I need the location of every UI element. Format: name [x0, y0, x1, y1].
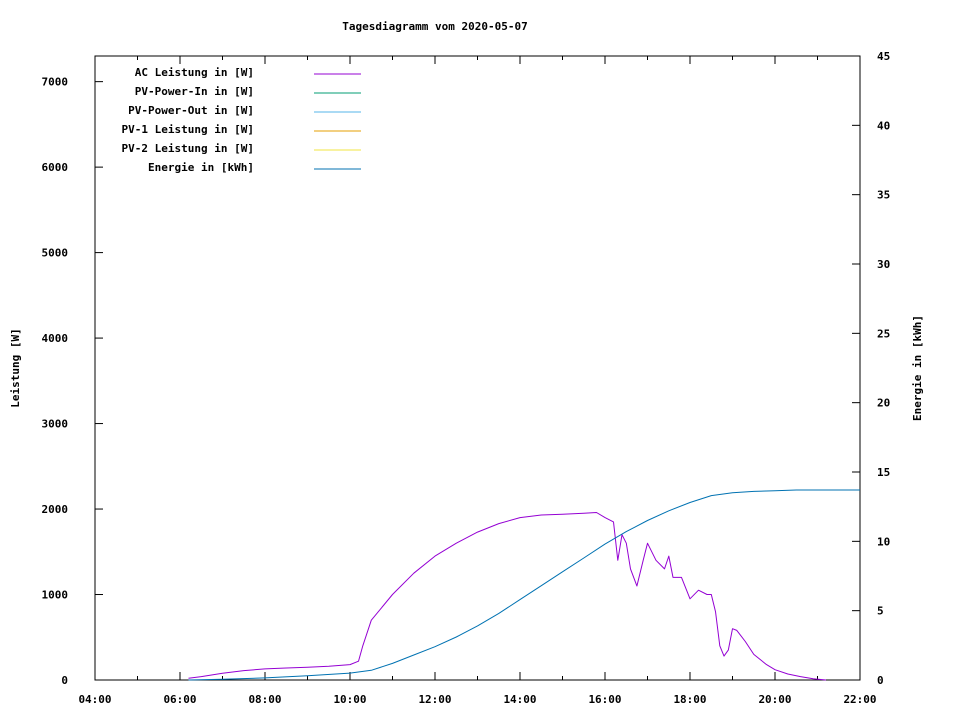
- legend-label: PV-Power-Out in [W]: [128, 104, 254, 117]
- x-tick-label: 08:00: [248, 693, 281, 706]
- legend-label: AC Leistung in [W]: [135, 66, 254, 79]
- x-tick-label: 16:00: [588, 693, 621, 706]
- y-tick-label: 0: [61, 674, 68, 687]
- y2-tick-label: 5: [877, 605, 884, 618]
- y-axis-label: Leistung [W]: [9, 328, 22, 407]
- y2-tick-label: 25: [877, 327, 890, 340]
- x-tick-label: 12:00: [418, 693, 451, 706]
- y2-tick-label: 10: [877, 535, 890, 548]
- y-tick-label: 6000: [42, 161, 69, 174]
- x-tick-label: 22:00: [843, 693, 876, 706]
- chart-title: Tagesdiagramm vom 2020-05-07: [342, 20, 527, 33]
- x-tick-label: 04:00: [78, 693, 111, 706]
- legend-label: PV-Power-In in [W]: [135, 85, 254, 98]
- x-tick-label: 18:00: [673, 693, 706, 706]
- legend-label: PV-1 Leistung in [W]: [122, 123, 254, 136]
- y-tick-label: 2000: [42, 503, 69, 516]
- y2-tick-label: 45: [877, 50, 890, 63]
- x-tick-label: 10:00: [333, 693, 366, 706]
- y2-tick-label: 40: [877, 119, 890, 132]
- legend-label: PV-2 Leistung in [W]: [122, 142, 254, 155]
- legend-label: Energie in [kWh]: [148, 161, 254, 174]
- x-tick-label: 06:00: [163, 693, 196, 706]
- x-tick-label: 20:00: [758, 693, 791, 706]
- y-tick-label: 3000: [42, 418, 69, 431]
- series-lines: [188, 489, 860, 681]
- y2-tick-label: 30: [877, 258, 890, 271]
- y-tick-label: 7000: [42, 76, 69, 89]
- series-line-5: [188, 489, 860, 681]
- y2-axis-label: Energie in [kWh]: [911, 315, 924, 421]
- series-line-0: [188, 512, 827, 681]
- y2-tick-label: 20: [877, 397, 890, 410]
- y-tick-label: 4000: [42, 332, 69, 345]
- x-tick-label: 14:00: [503, 693, 536, 706]
- axis-ticks: 04:00 06:00 08:00 10:00 12:00 14:00 16:00 18:00…: [42, 50, 891, 706]
- y2-tick-label: 35: [877, 189, 890, 202]
- y-tick-label: 1000: [42, 589, 69, 602]
- legend: AC Leistung in [W] PV-Power-In in [W] PV-P…: [122, 66, 361, 174]
- y2-tick-label: 15: [877, 466, 890, 479]
- y-tick-label: 5000: [42, 247, 69, 260]
- y2-tick-label: 0: [877, 674, 884, 687]
